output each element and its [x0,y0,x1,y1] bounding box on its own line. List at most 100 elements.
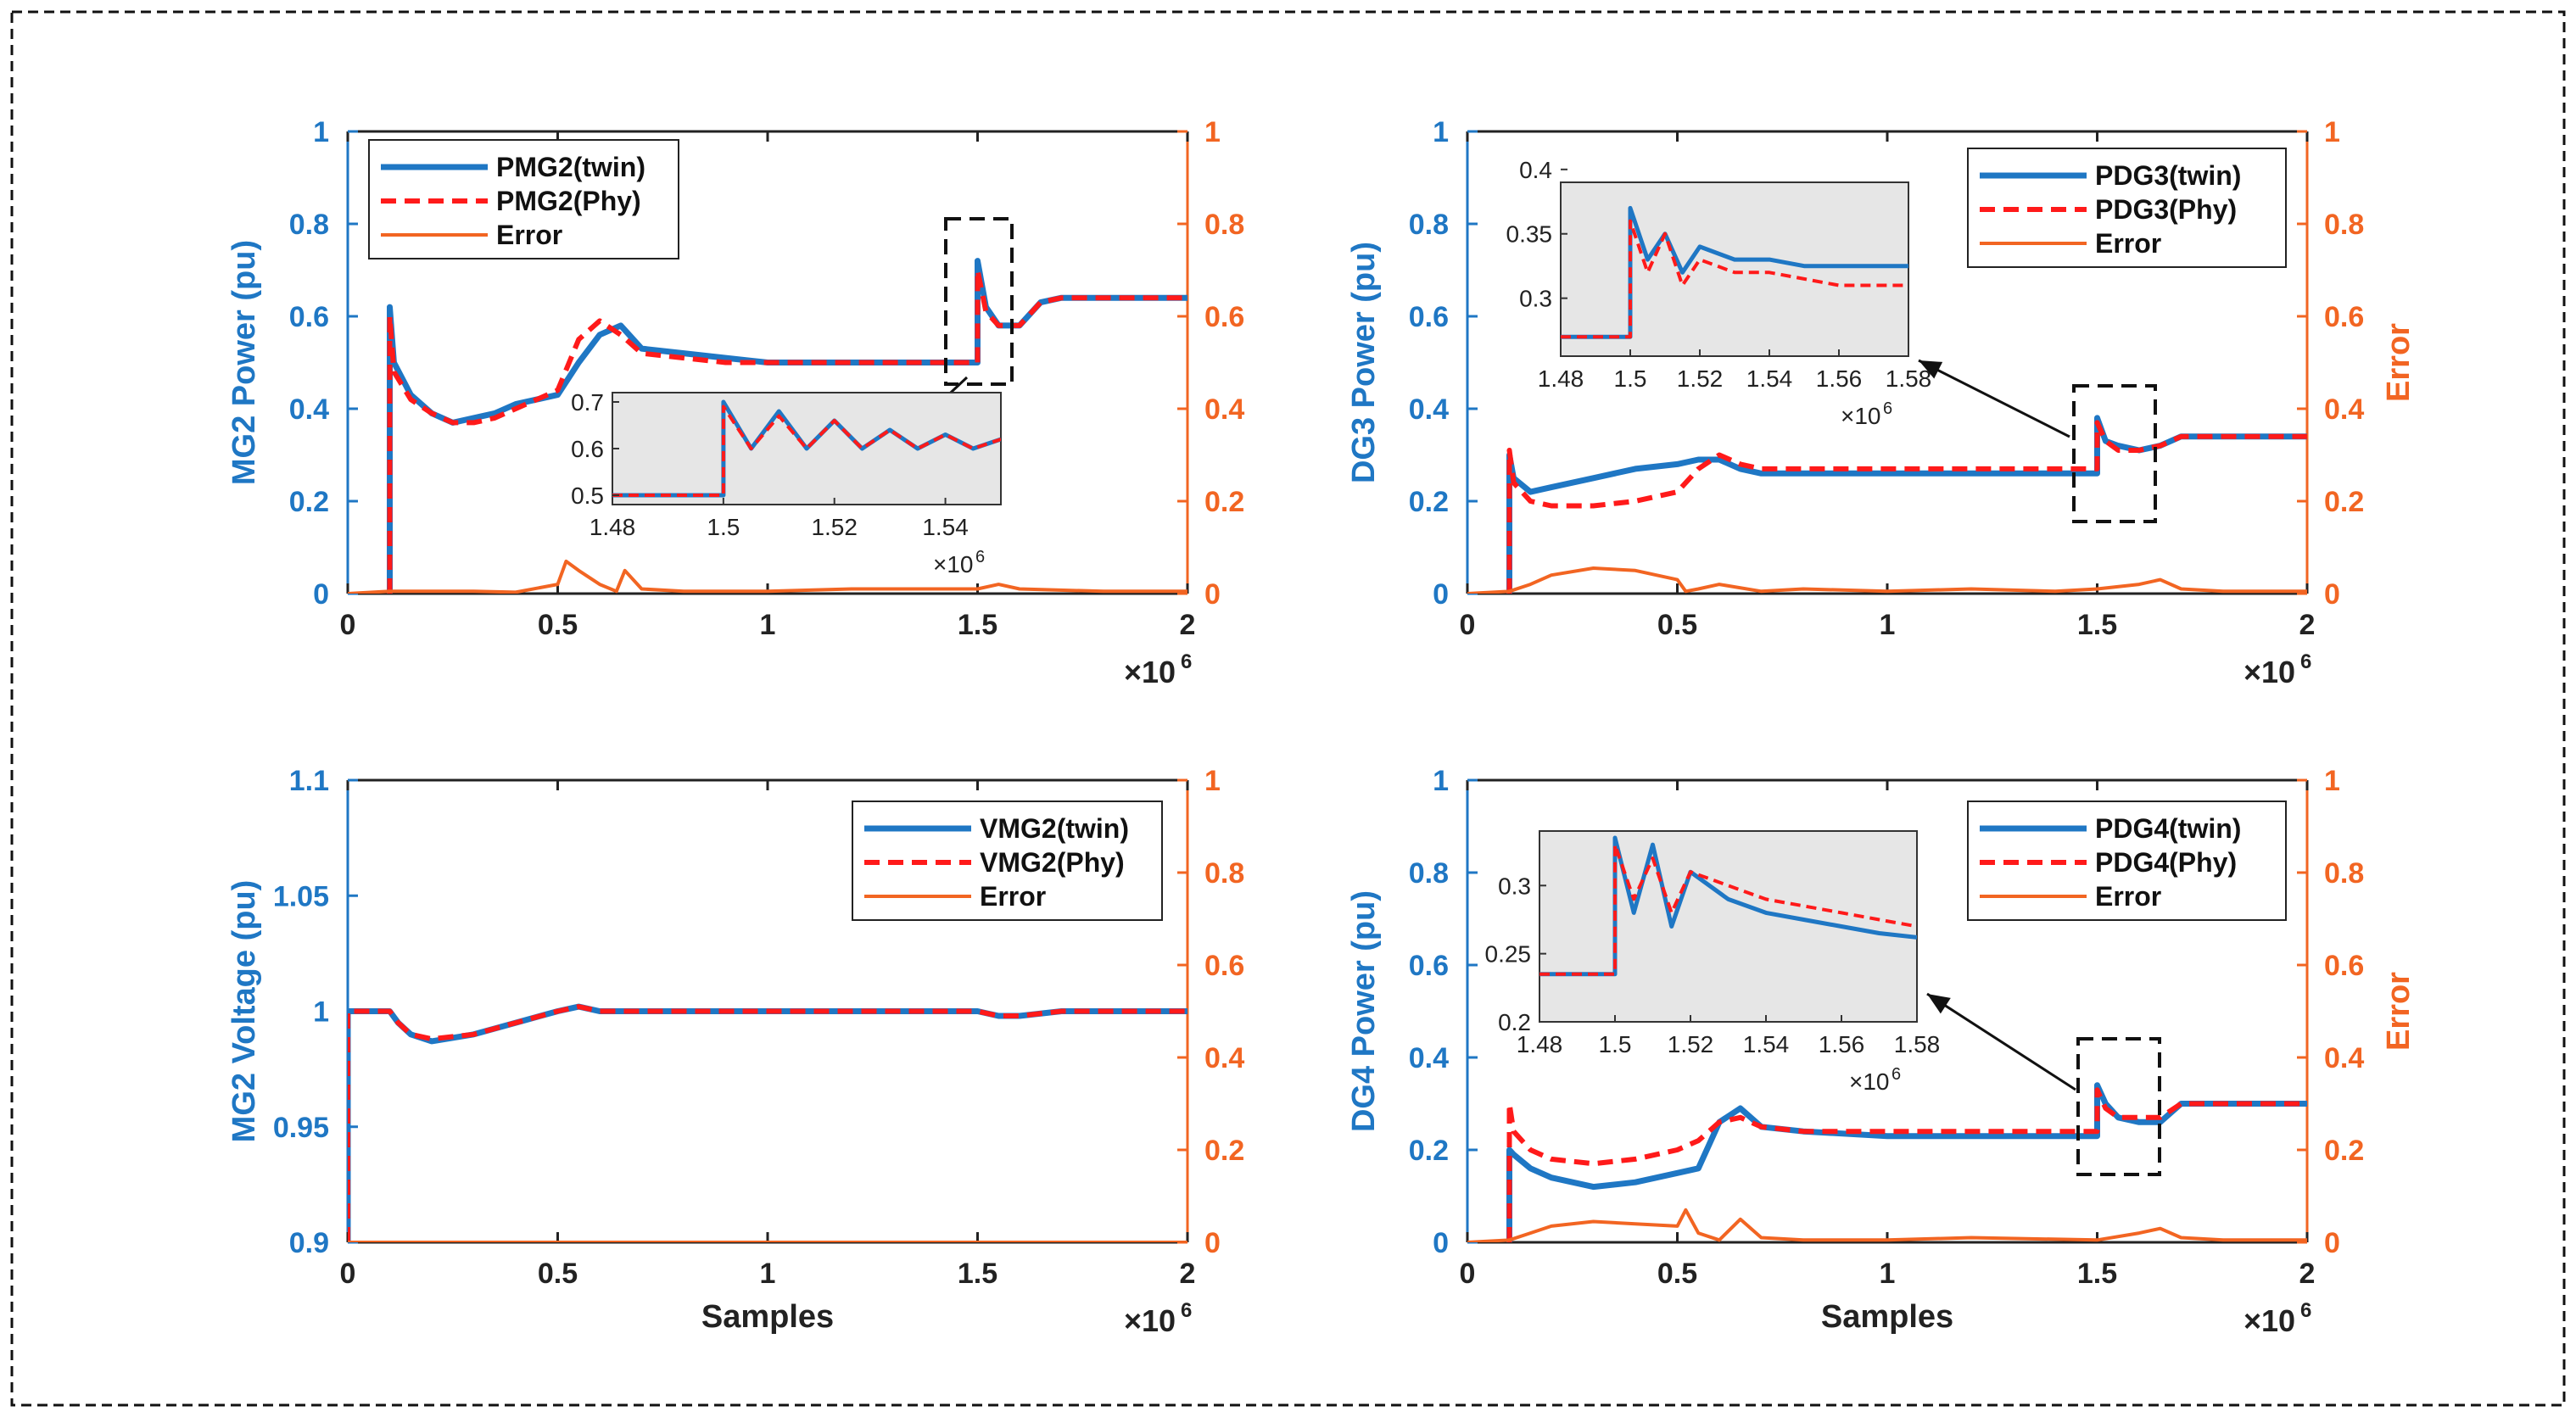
y-right-tick-label: 0 [1204,1227,1221,1259]
inset-x-exponent-power: 6 [1891,1065,1901,1084]
y-right-tick-label: 1 [1204,765,1221,797]
inset-area [1539,830,1918,1023]
inset-x-tick-label: 1.5 [1614,365,1647,392]
y-right-tick-label: 0.6 [1204,950,1244,982]
inset-x-tick-label: 1.48 [1517,1031,1563,1057]
y-right-tick-label: 0 [2324,578,2340,611]
series-line-error [1467,1208,2307,1242]
legend-label: PDG3(twin) [2095,160,2241,191]
x-axis-label: Samples [1821,1299,1953,1335]
zoom-arrow [1926,992,2076,1091]
inset-x-tick-label: 1.52 [1677,365,1724,392]
inset-y-tick-label: 0.35 [1506,221,1553,248]
inset-x-tick-label: 1.58 [1894,1031,1941,1057]
y-right-tick-label: 0.4 [1204,393,1244,426]
inset-x-tick-label: 1.56 [1819,1031,1865,1057]
legend-box [1967,801,2287,921]
zoom-arrow-head [1927,994,1951,1014]
y-right-tick-label: 0.2 [1204,486,1244,518]
inset-x-tick-label: 1.56 [1816,365,1863,392]
zoom-region-box [2072,384,2157,523]
inset-x-exponent: ×10 [1849,1068,1890,1095]
inset-y-tick-label: 0.4 [1519,157,1552,183]
x-tick-label: 1.5 [958,609,997,641]
figure-frame [10,10,2566,1407]
chart-mg2-voltage: 0 0.5 1 1.5 2×10 6 0.9 0.95 1 1.05 1.1 0 0.2 0.4 0.6 0.… [226,765,1244,1338]
inset-x-tick-label: 1.48 [590,514,636,540]
inset-y-tick-label: 0.6 [571,436,604,462]
chart-dg4-power: 0 0.5 1 1.5 2×10 600.20.40.60.8100.20.40.60.8… [1346,765,2417,1338]
legend-label: PDG4(twin) [2095,813,2241,844]
x-exponent: ×10 [2244,655,2295,689]
x-tick-label: 1.5 [2077,609,2117,641]
x-exponent: ×10 [1124,655,1176,689]
series-line-error [1467,566,2307,594]
x-exponent: ×10 [1124,1303,1176,1338]
y-axis-label: MG2 Power (pu) [226,240,262,485]
y-tick-label: 0.4 [1409,393,1449,426]
y-tick-label: 1.1 [289,765,329,797]
inset-y-tick-label: 0.5 [571,483,604,509]
inset-x-tick-label: 1.58 [1886,365,1932,392]
y-tick-label: 0 [313,578,329,611]
inset-series-line [612,404,1001,497]
series-line-pmg2-phy- [387,267,1187,594]
series-line-pdg3-phy- [1506,420,2307,594]
x-exponent: ×10 [2244,1303,2295,1338]
legend-box [1967,148,2287,268]
y-right-tick-label: 0.8 [1204,209,1244,241]
x-tick-label: 1 [1880,1258,1896,1290]
legend-label: VMG2(twin) [980,813,1129,844]
y-right-tick-label: 0.8 [2324,857,2364,890]
chart-mg2-power: 0 0.5 1 1.5 2×10 600.20.40.60.8100.20.40.60.8… [226,116,1244,689]
inset-area [1560,181,1909,357]
y-right-tick-label: 0 [2324,1227,2340,1259]
x-tick-label: 1 [760,1258,776,1290]
inset-y-tick-label: 0.2 [1498,1009,1531,1035]
zoom-region-box [944,217,1014,386]
legend-label: VMG2(Phy) [980,847,1125,878]
y-axis-label: MG2 Voltage (pu) [226,880,262,1143]
y-right-tick-label: 1 [2324,765,2340,797]
x-tick-label: 0.5 [538,1258,578,1290]
x-tick-label: 0 [1460,1258,1476,1290]
inset-y-tick-label: 0.7 [571,389,604,416]
legend-label: Error [2095,881,2161,912]
inset-series-line [1561,219,1908,339]
y-right-tick-label: 0.6 [1204,301,1244,333]
y-right-axis-label: Error [2381,323,2417,402]
y-right-tick-label: 0.2 [2324,1135,2364,1167]
y-tick-label: 0.8 [1409,857,1449,890]
inset-series-line [1561,205,1908,339]
inset-x-tick-label: 1.54 [1743,1031,1790,1057]
inset-x-tick-label: 1.52 [811,514,858,540]
chart-dg3-power: 0 0.5 1 1.5 2×10 600.20.40.60.8100.20.40.60.8… [1346,116,2417,689]
x-tick-label: 0.5 [1657,609,1697,641]
zoom-arrow-head [1919,360,1943,379]
y-axis-label: DG4 Power (pu) [1346,890,1382,1132]
x-tick-label: 2 [2299,609,2316,641]
inset-y-tick-label: 0.3 [1519,286,1552,312]
y-right-tick-label: 0.4 [1204,1042,1244,1074]
x-tick-label: 0.5 [1657,1258,1697,1290]
y-tick-label: 1.05 [273,880,329,912]
y-tick-label: 0.6 [1409,950,1449,982]
x-tick-label: 1.5 [958,1258,997,1290]
y-right-tick-label: 1 [2324,116,2340,148]
x-tick-label: 2 [2299,1258,2316,1290]
x-tick-label: 0 [340,1258,356,1290]
x-tick-label: 1 [1880,609,1896,641]
y-right-tick-label: 0.4 [2324,1042,2364,1074]
y-tick-label: 0.4 [1409,1042,1449,1074]
legend-box [852,801,1163,921]
inset-area [612,392,1002,505]
y-right-axis-label: Error [2381,972,2417,1051]
x-exponent-power: 6 [1181,650,1192,673]
y-right-tick-label: 0.2 [1204,1135,1244,1167]
y-axis-label: DG3 Power (pu) [1346,242,1382,483]
inset-x-exponent-power: 6 [975,548,985,566]
x-tick-label: 0 [340,609,356,641]
y-tick-label: 0.2 [289,486,329,518]
y-right-tick-label: 0 [1204,578,1221,611]
x-tick-label: 2 [1180,609,1196,641]
